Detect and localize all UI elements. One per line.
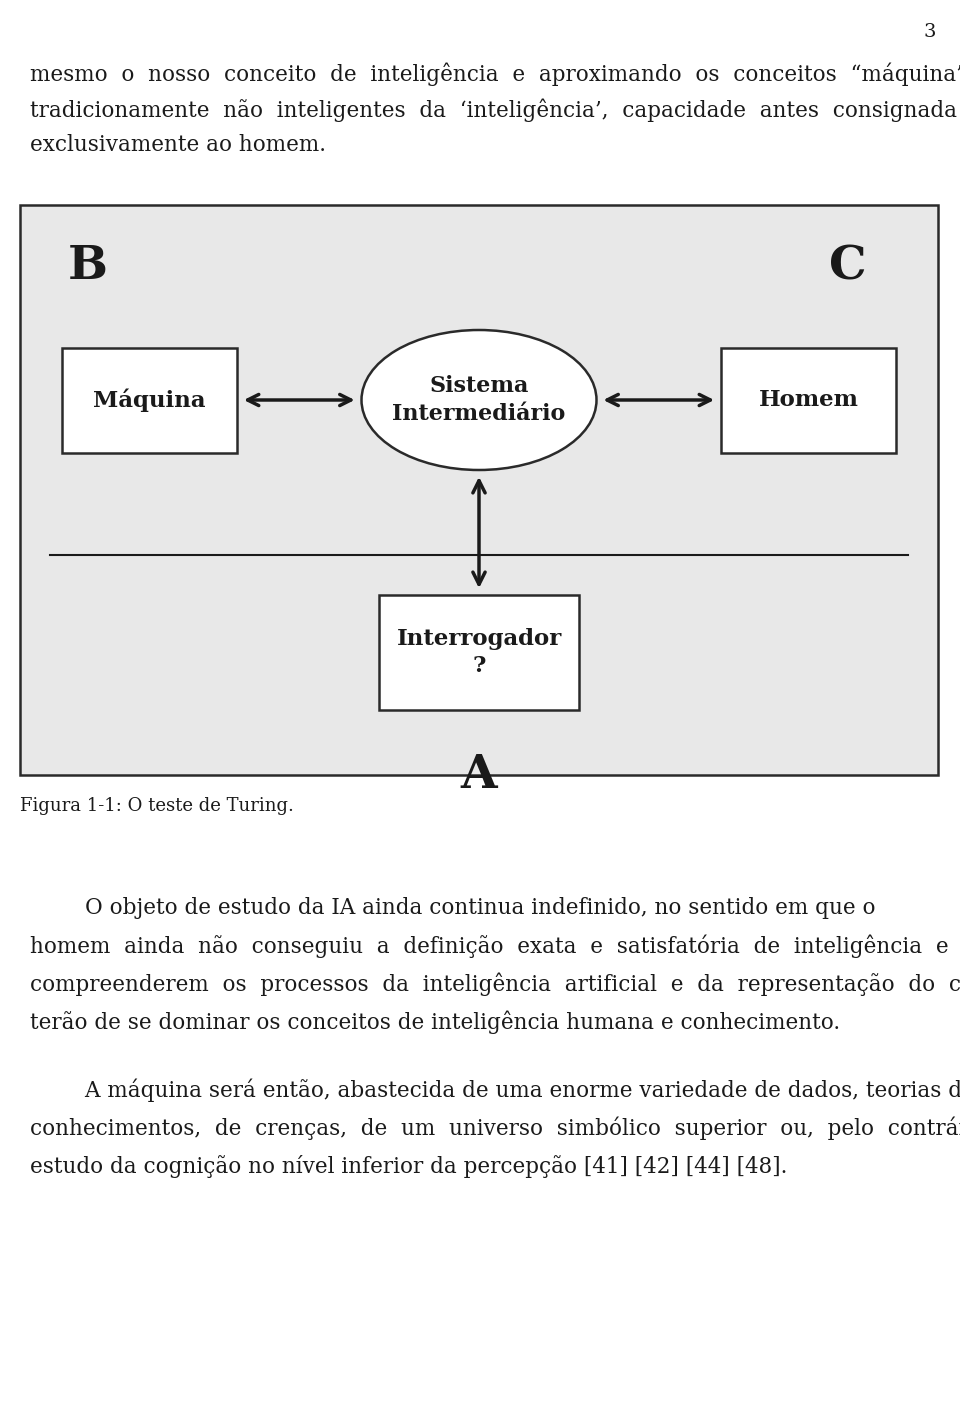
Text: Sistema
Intermediário: Sistema Intermediário xyxy=(393,375,565,424)
Bar xyxy=(20,205,938,776)
Text: Interrogador
?: Interrogador ? xyxy=(396,628,562,677)
Text: A máquina será então, abastecida de uma enorme variedade de dados, teorias de: A máquina será então, abastecida de uma … xyxy=(30,1079,960,1103)
Text: tradicionamente  não  inteligentes  da  ‘inteligência’,  capacidade  antes  cons: tradicionamente não inteligentes da ‘int… xyxy=(30,98,957,121)
Text: C: C xyxy=(829,243,867,289)
Text: Máquina: Máquina xyxy=(93,388,205,412)
Bar xyxy=(62,347,237,452)
Text: estudo da cognição no nível inferior da percepção [41] [42] [44] [48].: estudo da cognição no nível inferior da … xyxy=(30,1155,787,1177)
Text: O objeto de estudo da IA ainda continua indefinido, no sentido em que o: O objeto de estudo da IA ainda continua … xyxy=(30,896,876,919)
Text: A: A xyxy=(461,752,497,798)
Text: Homem: Homem xyxy=(758,389,858,412)
Text: homem  ainda  não  conseguiu  a  definição  exata  e  satisfatória  de  inteligê: homem ainda não conseguiu a definição ex… xyxy=(30,934,960,958)
Text: B: B xyxy=(68,243,108,289)
Text: terão de se dominar os conceitos de inteligência humana e conhecimento.: terão de se dominar os conceitos de inte… xyxy=(30,1012,840,1034)
Bar xyxy=(379,594,579,710)
Text: conhecimentos,  de  crenças,  de  um  universo  simbólico  superior  ou,  pelo  : conhecimentos, de crenças, de um univers… xyxy=(30,1117,960,1141)
Text: 3: 3 xyxy=(924,22,936,41)
Ellipse shape xyxy=(362,330,596,471)
Text: exclusivamente ao homem.: exclusivamente ao homem. xyxy=(30,133,326,156)
Text: compreenderem  os  processos  da  inteligência  artificial  e  da  representação: compreenderem os processos da inteligênc… xyxy=(30,974,960,996)
Text: Figura 1-1: O teste de Turing.: Figura 1-1: O teste de Turing. xyxy=(20,797,294,815)
Text: mesmo  o  nosso  conceito  de  inteligência  e  aproximando  os  conceitos  “máq: mesmo o nosso conceito de inteligência e… xyxy=(30,62,960,86)
Bar xyxy=(721,347,896,452)
